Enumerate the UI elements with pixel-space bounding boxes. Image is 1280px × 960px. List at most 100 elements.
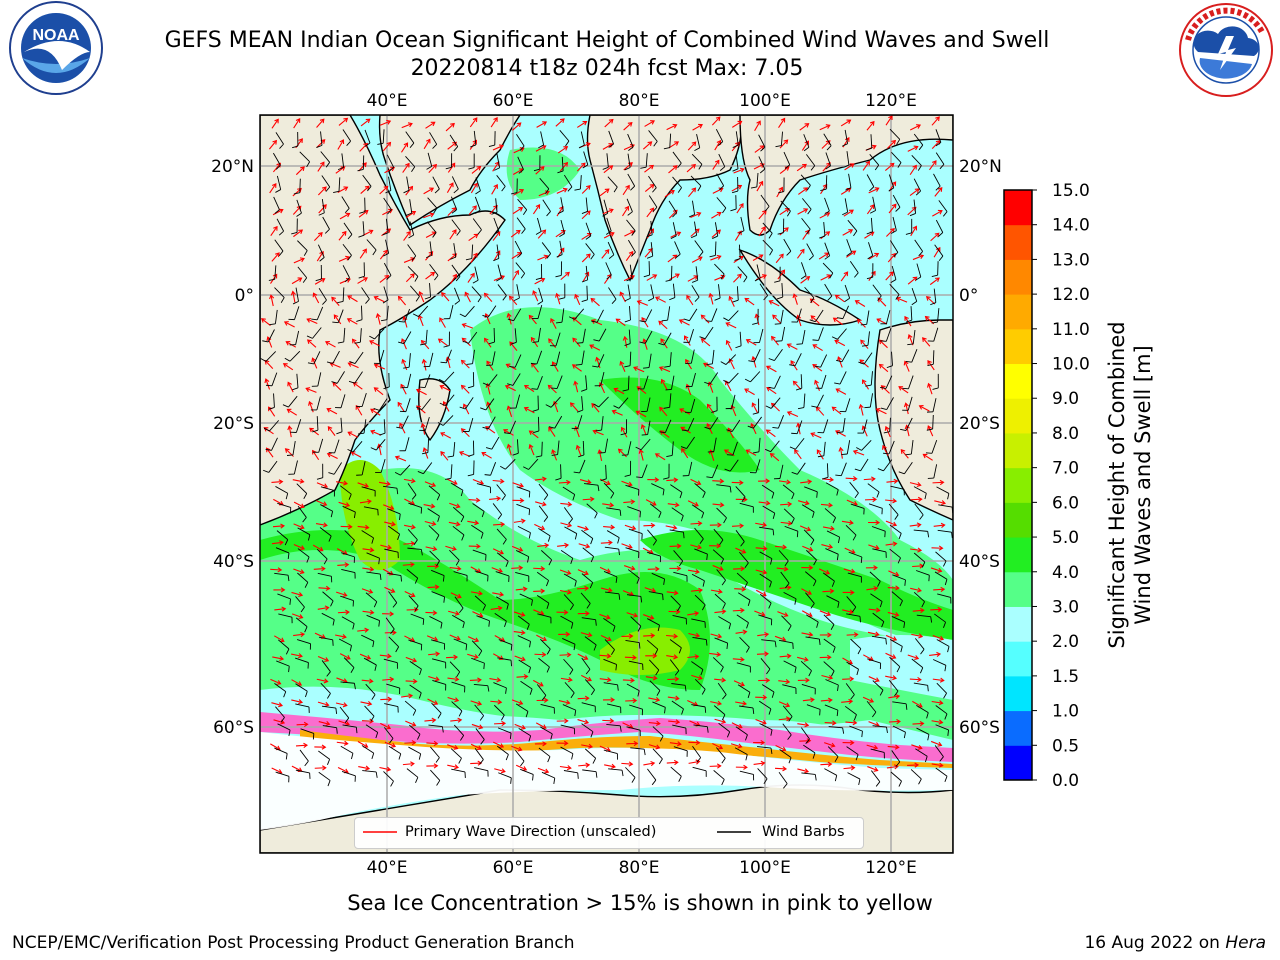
- wind-barb: [581, 285, 588, 302]
- wave-arrow: [424, 481, 437, 488]
- wave-arrow: [647, 477, 660, 483]
- wave-arrow: [291, 591, 304, 598]
- wind-barb: [604, 639, 615, 655]
- wind-barb: [564, 526, 578, 540]
- wave-arrow: [511, 565, 524, 571]
- wind-barb: [625, 484, 640, 496]
- wind-barb: [759, 593, 772, 609]
- wind-barb: [398, 331, 412, 345]
- wave-arrow: [536, 121, 548, 128]
- wind-barb: [312, 438, 324, 453]
- wind-barb: [847, 572, 862, 583]
- wave-arrow: [595, 356, 601, 369]
- wave-arrow: [379, 119, 392, 126]
- wave-arrow: [486, 360, 494, 371]
- wind-barb: [824, 197, 830, 215]
- wave-arrow: [401, 693, 414, 699]
- wind-barb: [782, 723, 792, 740]
- wave-arrow: [932, 677, 945, 683]
- wave-arrow: [690, 228, 700, 237]
- wind-barb: [361, 745, 375, 759]
- wave-arrow: [821, 674, 834, 681]
- wind-barb: [284, 350, 301, 362]
- wave-arrow: [730, 743, 743, 749]
- wind-barb: [468, 153, 475, 170]
- wind-barb: [823, 638, 836, 653]
- wind-barb: [383, 239, 390, 257]
- wind-barb: [451, 176, 459, 194]
- wave-arrow: [862, 379, 870, 390]
- wave-arrow: [576, 162, 586, 172]
- wave-arrow: [758, 226, 766, 237]
- wind-barb: [803, 529, 815, 546]
- wind-barb: [340, 681, 356, 690]
- wave-arrow: [493, 275, 506, 281]
- wind-barb: [362, 770, 378, 778]
- wave-arrow: [885, 115, 893, 126]
- wave-arrow: [293, 117, 301, 129]
- wave-arrow: [481, 451, 492, 459]
- wave-arrow: [733, 680, 745, 687]
- wave-arrow: [470, 760, 483, 766]
- wind-barb: [841, 129, 849, 147]
- wind-barb: [626, 264, 633, 282]
- wind-barb: [467, 440, 475, 457]
- wave-arrow: [907, 145, 919, 152]
- wind-barb: [773, 464, 784, 480]
- wave-arrow: [509, 341, 518, 351]
- wind-barb: [841, 440, 851, 455]
- wave-arrow: [403, 540, 416, 547]
- wave-arrow: [687, 568, 700, 575]
- wind-barb: [795, 374, 803, 391]
- wave-arrow: [800, 479, 813, 485]
- wave-arrow: [469, 117, 478, 128]
- wave-arrow: [624, 524, 637, 531]
- wind-barb: [850, 638, 862, 655]
- wave-arrow: [852, 449, 865, 456]
- wave-arrow: [842, 609, 854, 615]
- wind-barb: [758, 700, 772, 715]
- wave-arrow: [666, 477, 679, 483]
- wind-barb: [342, 129, 351, 146]
- wind-barb: [484, 462, 497, 476]
- wind-barb: [316, 548, 328, 565]
- wave-arrow: [779, 139, 789, 149]
- wind-barb: [318, 288, 327, 305]
- wave-arrow: [440, 432, 452, 439]
- wave-arrow: [797, 677, 810, 683]
- wind-barb: [476, 483, 491, 494]
- wind-barb: [497, 727, 512, 740]
- wave-arrow: [752, 254, 764, 261]
- wave-arrow: [559, 569, 572, 576]
- wave-arrow: [837, 356, 843, 368]
- wind-barb: [603, 749, 618, 760]
- wind-barb: [761, 684, 775, 698]
- se-asia-land: [739, 115, 953, 236]
- wind-barb: [388, 636, 400, 653]
- wave-arrow: [711, 229, 721, 238]
- wind-barb: [635, 438, 651, 451]
- wave-arrow: [927, 425, 934, 437]
- wave-arrow: [269, 183, 277, 194]
- wind-barb: [825, 548, 839, 561]
- wind-barb: [714, 637, 729, 650]
- wind-barb: [550, 351, 561, 366]
- wind-barb: [647, 529, 657, 546]
- wind-barb: [582, 769, 598, 778]
- wave-arrow: [260, 318, 271, 326]
- wave-arrow: [560, 522, 573, 528]
- wave-arrow: [600, 587, 613, 593]
- wind-barb: [339, 485, 352, 500]
- wave-arrow: [731, 480, 744, 486]
- wave-arrow: [756, 180, 764, 192]
- wind-barb: [626, 219, 636, 236]
- wave-arrow: [447, 764, 460, 770]
- wind-barb: [652, 748, 663, 765]
- wave-arrow: [797, 656, 809, 662]
- wind-barb: [424, 283, 432, 300]
- wind-barbs: [260, 128, 953, 789]
- wind-barb: [762, 505, 776, 519]
- wave-arrow: [405, 678, 418, 684]
- wave-arrow: [555, 118, 565, 127]
- wind-barb: [399, 398, 411, 413]
